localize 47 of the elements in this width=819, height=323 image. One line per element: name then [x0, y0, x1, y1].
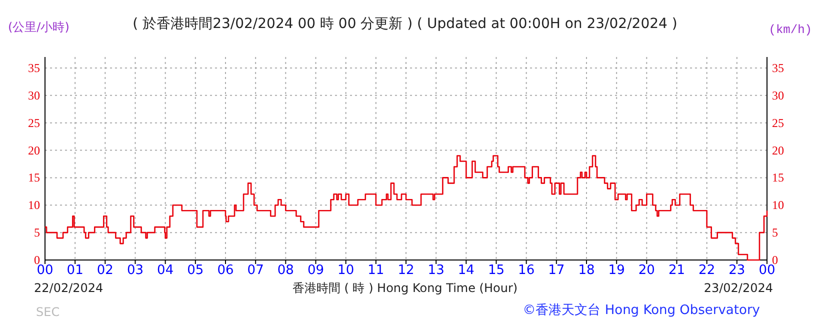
y2-tick-label: 35 — [772, 60, 784, 75]
x-tick-label: 00 — [758, 263, 776, 278]
x-tick-label: 22 — [698, 263, 716, 278]
y-tick-label: 15 — [28, 170, 40, 185]
y2-tick-label: 15 — [772, 170, 784, 185]
y-tick-label: 35 — [28, 60, 40, 75]
y-tick-label: 30 — [28, 88, 40, 102]
x-tick-label: 10 — [338, 263, 354, 278]
x-tick-label: 08 — [277, 263, 294, 278]
text: ©香港天文台 Hong Kong Observatory — [522, 303, 760, 318]
y2-tick-label: 30 — [772, 88, 784, 102]
y2-tick-label: 20 — [772, 143, 784, 158]
y-tick-label: 10 — [28, 198, 40, 212]
x-tick-label: 00 — [36, 263, 54, 278]
x-tick-label: 03 — [126, 263, 144, 278]
x-tick-label: 16 — [518, 263, 535, 278]
y-tick-label: 5 — [34, 226, 40, 240]
x-tick-label: 23 — [728, 263, 746, 278]
x-tick-label: 11 — [368, 263, 384, 278]
x-tick-label: 06 — [217, 263, 234, 278]
x-tick-label: 07 — [247, 263, 264, 278]
y-tick-label: 20 — [28, 143, 40, 158]
y-tick-label: 25 — [28, 116, 40, 130]
x-tick-label: 01 — [66, 263, 84, 278]
x-tick-label: 12 — [398, 263, 414, 278]
x-tick-label: 19 — [608, 263, 625, 278]
x-tick-label: 15 — [488, 263, 505, 278]
x-tick-label: 14 — [458, 263, 474, 278]
x-tick-label: 04 — [157, 263, 174, 278]
y2-tick-label: 5 — [772, 226, 778, 240]
x-tick-label: 17 — [548, 263, 565, 278]
y-axis-title: (公里/小時) — [8, 20, 70, 34]
x-tick-label: 05 — [187, 263, 204, 278]
y2-axis-title: (km/h) — [768, 23, 812, 37]
y2-tick-label: 10 — [772, 198, 784, 212]
x-tick-label: 21 — [668, 263, 686, 278]
text: 23/02/2024 — [704, 281, 773, 295]
x-tick-label: 13 — [428, 263, 444, 278]
x-tick-label: 09 — [307, 263, 324, 278]
x-axis-title: 香港時間 ( 時 ) Hong Kong Time (Hour) — [292, 281, 518, 295]
x-tick-label: 20 — [638, 263, 655, 278]
x-tick-label: 18 — [578, 263, 595, 278]
text: SEC — [36, 305, 60, 319]
text: 22/02/2024 — [34, 281, 104, 295]
x-tick-label: 02 — [96, 263, 114, 278]
chart-title: ( 於香港時間23/02/2024 00 時 00 分更新 ) ( Updated at 00:00H on 23/02/2024 ) — [132, 16, 678, 32]
y2-tick-label: 25 — [772, 116, 784, 130]
